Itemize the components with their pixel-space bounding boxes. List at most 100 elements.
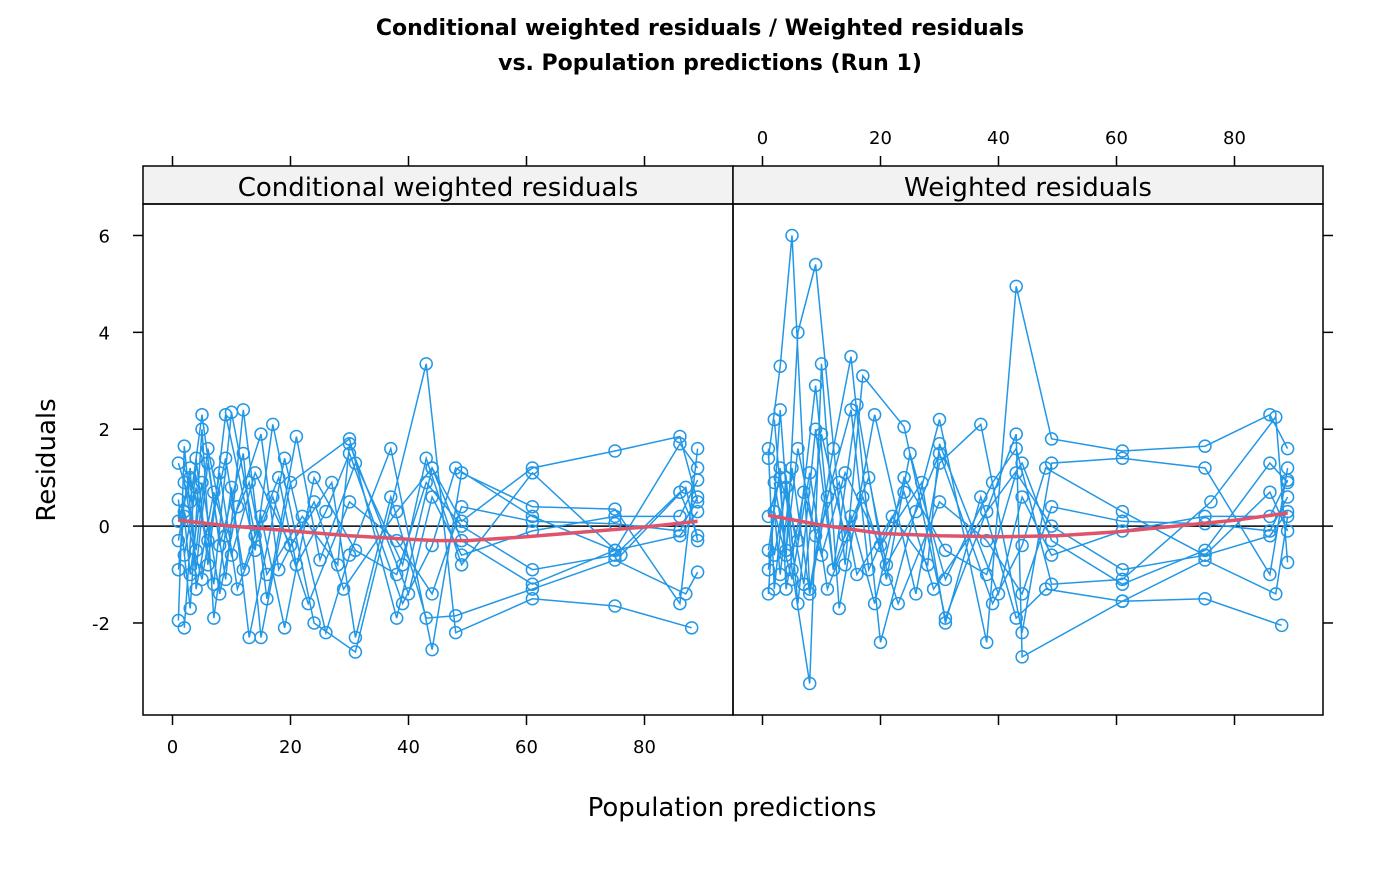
data-point bbox=[820, 582, 835, 596]
data-point bbox=[177, 504, 192, 519]
data-point bbox=[395, 596, 410, 611]
data-point bbox=[295, 509, 310, 524]
data-point bbox=[897, 470, 911, 485]
data-point bbox=[1044, 548, 1059, 562]
panel-strip bbox=[142, 165, 734, 205]
data-point bbox=[1115, 594, 1130, 608]
data-point bbox=[867, 596, 882, 611]
data-point bbox=[336, 582, 351, 596]
data-point bbox=[525, 562, 540, 577]
data-point bbox=[1009, 611, 1023, 625]
data-point bbox=[797, 577, 811, 591]
data-point bbox=[802, 676, 817, 691]
data-point bbox=[1115, 451, 1130, 466]
data-point bbox=[909, 504, 923, 519]
data-point bbox=[873, 635, 888, 650]
data-point bbox=[525, 499, 540, 514]
data-point bbox=[201, 533, 215, 548]
data-point bbox=[773, 359, 787, 374]
series-line-3 bbox=[767, 404, 1289, 604]
data-point bbox=[212, 587, 227, 601]
data-point bbox=[454, 548, 469, 562]
series-line-4 bbox=[183, 433, 699, 595]
data-point bbox=[171, 613, 186, 628]
data-point bbox=[761, 562, 776, 577]
data-point bbox=[761, 441, 776, 456]
data-point bbox=[802, 587, 817, 601]
data-point bbox=[419, 475, 433, 490]
chart-title-line-2: vs. Population predictions (Run 1) bbox=[498, 51, 922, 76]
data-point bbox=[785, 228, 799, 243]
x-tick-label: 20 bbox=[279, 737, 302, 758]
data-point bbox=[1198, 439, 1212, 453]
data-point bbox=[690, 529, 705, 543]
data-point bbox=[242, 475, 256, 490]
x-tick-label: 40 bbox=[987, 128, 1010, 149]
data-point bbox=[938, 611, 953, 625]
data-point bbox=[1115, 514, 1130, 529]
data-point bbox=[454, 514, 469, 529]
data-point bbox=[384, 490, 398, 504]
data-point bbox=[773, 403, 787, 417]
x-tick-label: 60 bbox=[515, 737, 538, 758]
series-line-9 bbox=[773, 433, 1289, 606]
data-point bbox=[767, 548, 782, 562]
data-point bbox=[1198, 592, 1212, 606]
series-line-7 bbox=[177, 472, 699, 606]
data-point bbox=[773, 470, 787, 485]
data-point bbox=[1044, 432, 1059, 446]
data-point bbox=[938, 543, 953, 558]
data-point bbox=[384, 441, 398, 456]
data-point bbox=[230, 499, 245, 514]
data-point bbox=[673, 437, 687, 451]
data-point bbox=[1009, 427, 1023, 441]
data-point bbox=[690, 504, 705, 519]
data-point bbox=[690, 473, 705, 487]
smooth-line bbox=[178, 518, 698, 543]
data-point bbox=[319, 504, 333, 519]
x-tick-label: 0 bbox=[757, 128, 768, 149]
data-point bbox=[277, 621, 292, 635]
data-point bbox=[932, 495, 947, 509]
data-point bbox=[791, 441, 805, 456]
data-point bbox=[1280, 555, 1295, 570]
data-point bbox=[525, 466, 540, 480]
data-point bbox=[1280, 490, 1295, 504]
data-point bbox=[425, 642, 439, 657]
data-point bbox=[785, 572, 799, 587]
data-point bbox=[319, 625, 333, 640]
data-point bbox=[1044, 519, 1059, 533]
smooth-line bbox=[768, 511, 1288, 539]
data-point bbox=[348, 630, 363, 645]
y-tick-label: -2 bbox=[92, 614, 110, 635]
data-point bbox=[207, 485, 221, 499]
data-point bbox=[1263, 524, 1277, 538]
data-point bbox=[183, 461, 197, 475]
data-point bbox=[1269, 587, 1283, 601]
data-point bbox=[985, 475, 1000, 490]
data-point bbox=[525, 509, 540, 524]
series-line-7 bbox=[767, 472, 1289, 606]
data-point bbox=[342, 495, 357, 509]
data-point bbox=[201, 456, 215, 470]
data-point bbox=[1280, 441, 1295, 456]
data-point bbox=[773, 461, 787, 475]
data-point bbox=[342, 446, 357, 461]
data-point bbox=[348, 645, 363, 659]
data-point bbox=[1269, 410, 1283, 424]
data-point bbox=[189, 451, 203, 466]
data-point bbox=[673, 529, 687, 543]
data-point bbox=[861, 470, 876, 485]
data-point bbox=[608, 502, 622, 516]
data-point bbox=[1009, 466, 1023, 480]
data-point bbox=[171, 533, 186, 548]
data-point bbox=[1015, 587, 1029, 601]
data-point bbox=[1115, 504, 1130, 519]
data-point bbox=[1038, 461, 1053, 475]
data-point bbox=[684, 621, 699, 635]
data-point bbox=[342, 437, 357, 451]
data-point bbox=[1015, 490, 1029, 504]
data-point bbox=[207, 611, 221, 625]
data-point bbox=[260, 592, 274, 606]
chart-title-line-1: Conditional weighted residuals / Weighte… bbox=[376, 16, 1024, 41]
